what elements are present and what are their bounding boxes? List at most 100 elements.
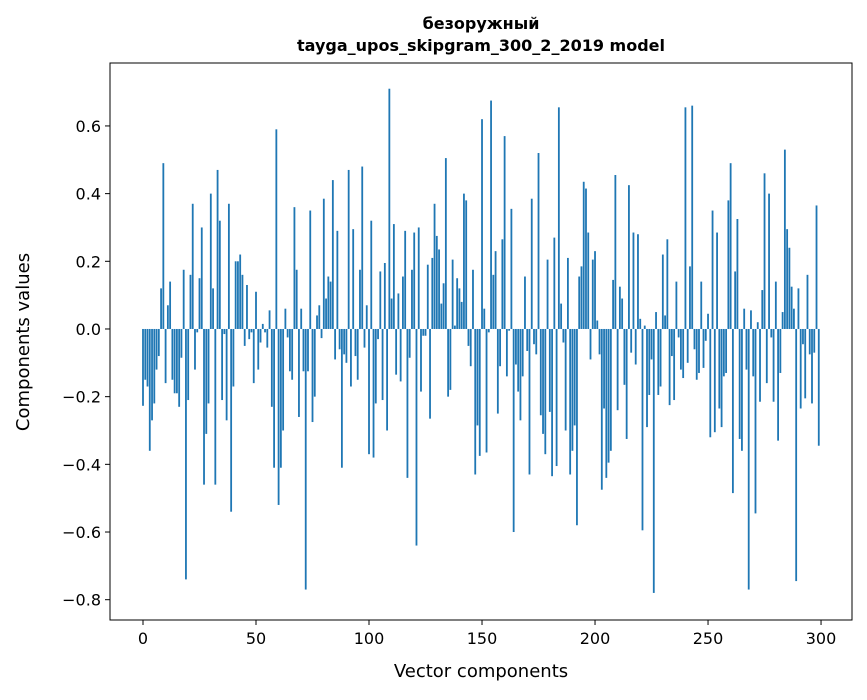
bar-157 (496, 328, 499, 414)
bar-196 (585, 188, 587, 329)
bar-299 (817, 328, 820, 446)
bar-85 (334, 328, 337, 360)
bar-226 (652, 328, 655, 593)
bar-169 (524, 276, 526, 329)
bar-40 (232, 328, 235, 387)
bar-114 (399, 328, 402, 382)
plot-frame (109, 62, 853, 621)
y-tick-label: 0.0 (76, 320, 101, 339)
y-tick-label: 0.4 (76, 185, 101, 204)
bar-50 (255, 291, 257, 329)
bar-163 (510, 208, 513, 329)
x-tick-label: 250 (693, 629, 724, 648)
y-axis: −0.8 −0.6 −0.4 −0.2 0.0 0.2 0.4 0.6 (62, 117, 110, 610)
x-tick-label: 100 (354, 629, 385, 648)
bar-44 (241, 274, 244, 329)
bar-187 (564, 328, 567, 431)
bar-289 (795, 328, 798, 582)
bar-166 (517, 328, 520, 392)
x-tick-label: 200 (580, 629, 611, 648)
bar-273 (759, 328, 761, 402)
bar-280 (774, 281, 777, 329)
bar-90 (345, 328, 348, 363)
bar-18 (182, 269, 185, 329)
bar-231 (664, 315, 666, 329)
bar-63 (284, 308, 287, 329)
bar-182 (553, 237, 556, 329)
bar-147 (474, 328, 477, 475)
bar-281 (777, 328, 779, 441)
bar-72 (304, 328, 307, 590)
bar-110 (390, 298, 393, 329)
bar-219 (637, 234, 639, 329)
bar-248 (702, 328, 705, 368)
bar-256 (720, 328, 723, 428)
bar-75 (311, 328, 314, 423)
bar-37 (225, 328, 228, 421)
bar-7 (157, 328, 160, 357)
bar-156 (494, 251, 497, 329)
bar-232 (666, 239, 669, 329)
bar-258 (725, 328, 728, 373)
bar-287 (790, 286, 793, 329)
bar-241 (686, 328, 689, 363)
bar-14 (173, 328, 176, 394)
bar-164 (512, 328, 515, 533)
bar-168 (521, 328, 524, 377)
bar-237 (677, 328, 680, 338)
bar-239 (682, 328, 685, 379)
bar-243 (691, 105, 694, 329)
bar-61 (279, 328, 282, 468)
bar-146 (472, 269, 474, 329)
bar-249 (704, 328, 707, 341)
bar-62 (282, 328, 285, 431)
bar-195 (582, 181, 585, 329)
bar-58 (273, 328, 275, 468)
bar-218 (634, 328, 637, 365)
bar-284 (783, 149, 786, 329)
chart-subtitle: tayga_upos_skipgram_300_2_2019 model (297, 36, 665, 55)
bar-27 (203, 328, 205, 485)
bar-154 (490, 100, 492, 329)
bar-172 (530, 198, 533, 329)
bar-230 (661, 254, 664, 329)
bar-200 (594, 251, 596, 329)
bar-70 (300, 308, 303, 329)
bar-269 (750, 310, 752, 329)
bar-233 (668, 328, 671, 406)
x-tick-label: 300 (806, 629, 837, 648)
bar-178 (544, 328, 547, 455)
bar-247 (700, 281, 703, 329)
bar-224 (648, 328, 651, 395)
bar-294 (806, 274, 809, 329)
bar-245 (695, 328, 698, 380)
bar-4 (151, 328, 153, 421)
bar-235 (673, 328, 676, 401)
bar-121 (415, 328, 418, 546)
bar-290 (797, 288, 800, 329)
bar-296 (811, 328, 813, 404)
bar-51 (257, 328, 260, 370)
bar-260 (729, 163, 732, 329)
bar-144 (467, 328, 470, 346)
bar-139 (456, 278, 459, 329)
bar-135 (447, 328, 450, 397)
bar-128 (431, 257, 434, 329)
bar-244 (693, 328, 696, 350)
bar-272 (756, 322, 759, 329)
bar-274 (761, 290, 764, 329)
bar-91 (347, 169, 350, 329)
y-tick-label: −0.2 (62, 388, 101, 407)
bar-198 (589, 328, 592, 360)
bar-43 (239, 254, 242, 329)
bar-221 (641, 328, 644, 531)
bar-45 (243, 328, 246, 346)
bar-84 (331, 180, 334, 329)
bar-119 (411, 269, 413, 329)
bar-140 (458, 288, 461, 329)
bar-193 (578, 276, 581, 329)
y-tick-label: −0.4 (62, 455, 101, 474)
bar-5 (153, 328, 156, 404)
bar-9 (162, 163, 165, 329)
bar-283 (781, 312, 784, 329)
